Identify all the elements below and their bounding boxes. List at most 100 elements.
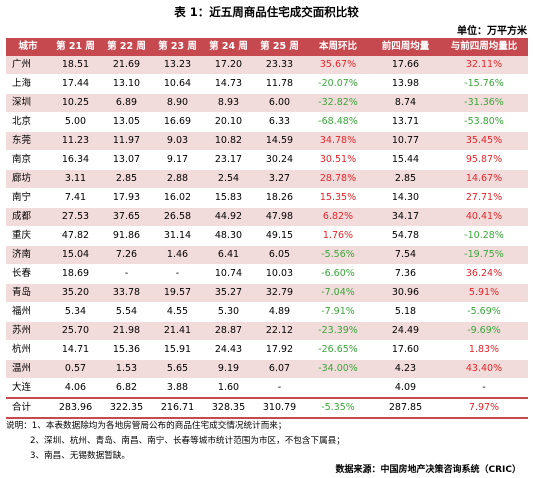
table-row: 深圳 10.25 6.89 8.90 8.93 6.00 -32.82% 8.74 -31.36… [6, 93, 528, 113]
table-row: 福州 5.34 5.54 4.55 5.30 4.89 -7.91% 5.18 -5.69% [6, 302, 528, 322]
cell-wow [305, 378, 371, 399]
cell-wow: 35.67% [305, 56, 371, 75]
cell-vsavg: - [440, 378, 528, 399]
cell-city: 济南 [6, 245, 50, 265]
table-row: 苏州 25.70 21.98 21.41 28.87 22.12 -23.39% 24.49-… [6, 321, 528, 341]
note-1: 说明：1、本表数据除均为各地房管局公布的商品住宅成交情况统计而来； [6, 421, 287, 431]
cell-week22: 1.53 [101, 359, 152, 379]
cell-avg4: 13.98 [371, 74, 440, 94]
cell-wow: -32.82% [305, 93, 371, 113]
cell-week22: 7.26 [101, 245, 152, 265]
cell-week23: 21.41 [152, 321, 203, 341]
cell-week25: 11.78 [254, 74, 305, 94]
cell-avg4: 8.74 [371, 93, 440, 113]
cell-week23: 3.88 [152, 378, 203, 399]
cell-week24: 35.27 [203, 283, 254, 303]
cell-week25: 47.98 [254, 207, 305, 227]
cell-week21: 3.11 [50, 169, 101, 189]
cell-vsavg: 43.40% [440, 359, 528, 379]
cell-vsavg: 1.83% [440, 340, 528, 360]
cell-vsavg: 36.24% [440, 264, 528, 284]
cell-week21: 25.70 [50, 321, 101, 341]
cell-vsavg: -10.28% [440, 226, 528, 246]
cell-city: 长春 [6, 264, 50, 284]
cell-avg4: 7.54 [371, 245, 440, 265]
cell-week25: 10.03 [254, 264, 305, 284]
cell-week22: 2.85 [101, 169, 152, 189]
cell-vsavg: -19.75% [440, 245, 528, 265]
cell-week24: 20.10 [203, 112, 254, 132]
cell-city: 廊坊 [6, 169, 50, 189]
header-week25: 第 25 周 [254, 38, 305, 56]
cell-week22: 5.54 [101, 302, 152, 322]
cell-week25: 17.92 [254, 340, 305, 360]
cell-week25: 18.26 [254, 188, 305, 208]
header-row: 城市 第 21 周 第 22 周 第 23 周 第 24 周 第 25 周 本周… [6, 38, 528, 56]
cell-week22: 6.82 [101, 378, 152, 399]
cell-week22: 21.69 [101, 56, 152, 75]
cell-vsavg: -5.69% [440, 302, 528, 322]
table-row: 重庆 47.82 91.86 31.14 48.30 49.15 1.76% 54.78 -10… [6, 226, 528, 246]
cell-wow: 34.78% [305, 131, 371, 151]
cell-avg4: 2.85 [371, 169, 440, 189]
total-row: 合计 283.96 322.35 216.71 328.35 310.79 -5.35% 28… [6, 397, 528, 419]
header-week23: 第 23 周 [152, 38, 203, 56]
cell-city: 重庆 [6, 226, 50, 246]
cell-wow: 30.51% [305, 150, 371, 170]
cell-avg4: 24.49 [371, 321, 440, 341]
cell-week24: 6.41 [203, 245, 254, 265]
cell-city: 北京 [6, 112, 50, 132]
cell-avg4: 4.23 [371, 359, 440, 379]
cell-vsavg: 7.97% [440, 397, 528, 419]
table-title: 表 1：近五周商品住宅成交面积比较 [174, 5, 359, 19]
cell-vsavg: -31.36% [440, 93, 528, 113]
cell-week23: 4.55 [152, 302, 203, 322]
cell-wow: -34.00% [305, 359, 371, 379]
cell-avg4: 5.18 [371, 302, 440, 322]
cell-city: 青岛 [6, 283, 50, 303]
cell-week23: 216.71 [152, 397, 203, 419]
cell-week24: 10.74 [203, 264, 254, 284]
cell-wow: 6.82% [305, 207, 371, 227]
note-3: 3、南昌、无锡数据暂缺。 [30, 451, 130, 461]
table-body: 广州 18.51 21.69 13.23 17.20 23.33 35.67% 17.66 32… [6, 56, 528, 419]
cell-avg4: 17.60 [371, 340, 440, 360]
cell-week22: 15.36 [101, 340, 152, 360]
cell-week24: 17.20 [203, 56, 254, 75]
cell-week23: 31.14 [152, 226, 203, 246]
table-row: 长春 18.69- -10.74 10.03 -6.60% 7.36 36.24% [6, 264, 528, 284]
cell-week23: - [152, 264, 203, 284]
cell-city: 杭州 [6, 340, 50, 360]
cell-avg4: 10.77 [371, 131, 440, 151]
cell-city: 南宁 [6, 188, 50, 208]
cell-week21: 35.20 [50, 283, 101, 303]
table-row: 青岛 35.20 33.78 19.57 35.27 32.79 -7.04% 30.96 5.… [6, 283, 528, 303]
cell-week25: 22.12 [254, 321, 305, 341]
cell-week25: 14.59 [254, 131, 305, 151]
cell-week25: 6.05 [254, 245, 305, 265]
cell-vsavg: 40.41% [440, 207, 528, 227]
cell-week22: 13.10 [101, 74, 152, 94]
cell-week22: 6.89 [101, 93, 152, 113]
cell-week23: 8.90 [152, 93, 203, 113]
cell-week21: 11.23 [50, 131, 101, 151]
cell-vsavg: 27.71% [440, 188, 528, 208]
cell-week21: 18.51 [50, 56, 101, 75]
cell-week23: 9.03 [152, 131, 203, 151]
cell-week23: 2.88 [152, 169, 203, 189]
cell-week22: 33.78 [101, 283, 152, 303]
table-row: 南宁 7.41 17.93 16.02 15.83 18.26 15.35% 14.30 27.… [6, 188, 528, 208]
cell-vsavg: 95.87% [440, 150, 528, 170]
cell-wow: -20.07% [305, 74, 371, 94]
cell-city: 合计 [6, 397, 50, 419]
cell-avg4: 287.85 [371, 397, 440, 419]
cell-week21: 5.00 [50, 112, 101, 132]
cell-vsavg: 35.45% [440, 131, 528, 151]
cell-week23: 10.64 [152, 74, 203, 94]
cell-week23: 26.58 [152, 207, 203, 227]
cell-city: 温州 [6, 359, 50, 379]
cell-avg4: 4.09 [371, 378, 440, 399]
cell-wow: 15.35% [305, 188, 371, 208]
cell-city: 福州 [6, 302, 50, 322]
cell-week21: 5.34 [50, 302, 101, 322]
